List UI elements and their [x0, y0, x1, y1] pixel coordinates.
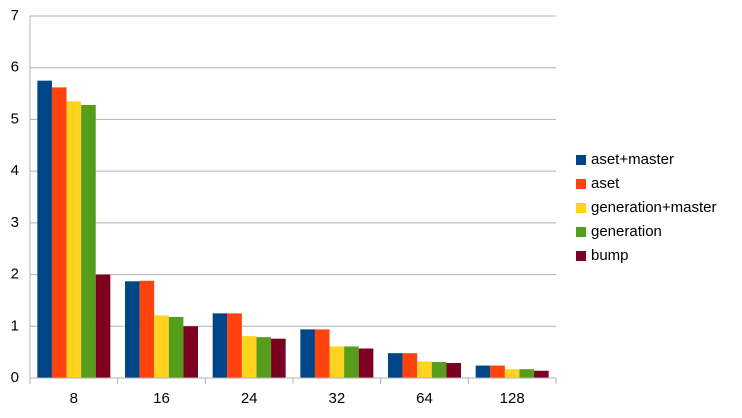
bar: [212, 313, 228, 378]
bar: [256, 337, 272, 378]
x-tick-label: 24: [241, 390, 258, 407]
bar: [125, 281, 140, 378]
bar: [314, 329, 330, 378]
bar: [51, 87, 67, 378]
bar: [154, 315, 169, 378]
x-tick-label: 32: [328, 390, 345, 407]
legend-swatch: [576, 203, 586, 213]
legend-label: aset: [591, 175, 620, 192]
bar: [358, 348, 374, 378]
bar: [227, 313, 242, 378]
y-tick-label: 7: [11, 7, 19, 24]
bar: [37, 80, 52, 379]
bar: [475, 365, 491, 378]
y-tick-label: 1: [11, 317, 19, 334]
bar: [183, 326, 198, 378]
y-tick-label: 6: [11, 59, 19, 76]
bar: [402, 353, 418, 378]
y-tick-label: 0: [11, 369, 19, 386]
y-tick-label: 4: [11, 162, 19, 179]
legend-swatch: [576, 227, 586, 237]
bar: [504, 369, 520, 378]
bar: [329, 346, 345, 378]
legend-swatch: [576, 179, 586, 189]
bar: [446, 363, 461, 378]
legend-label: generation: [591, 223, 662, 240]
bar: [417, 361, 432, 378]
bar: [95, 274, 111, 378]
y-tick-label: 2: [11, 266, 19, 283]
bar: [81, 104, 96, 378]
bar: [241, 336, 257, 378]
bar: [519, 369, 535, 378]
legend-label: aset+master: [591, 151, 674, 168]
y-tick-label: 3: [11, 214, 19, 231]
bar: [139, 280, 155, 378]
x-tick-label: 64: [416, 390, 433, 407]
bar: [271, 338, 286, 378]
bar: [66, 101, 82, 378]
bar: [431, 361, 447, 378]
bar: [490, 365, 505, 378]
x-tick-label: 128: [500, 390, 525, 407]
bar: [344, 346, 359, 378]
y-tick-label: 5: [11, 110, 19, 127]
bar: [168, 316, 184, 378]
legend-label: bump: [591, 247, 629, 264]
legend-label: generation+master: [591, 199, 717, 216]
bar: [300, 329, 315, 378]
bar: [388, 353, 403, 378]
legend-swatch: [576, 155, 586, 165]
x-tick-label: 16: [153, 390, 170, 407]
bar: [534, 370, 549, 378]
legend-swatch: [576, 251, 586, 261]
x-tick-label: 8: [70, 390, 78, 407]
